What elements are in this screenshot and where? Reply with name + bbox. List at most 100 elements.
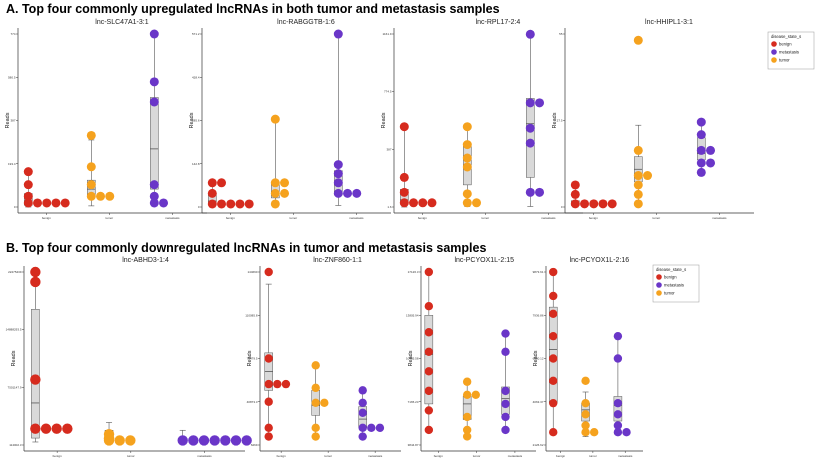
panel-5-dot-benign	[30, 266, 41, 278]
panel-7-dot-tumor	[462, 432, 472, 441]
panel-2-y-tick-label: 571.2	[192, 32, 200, 36]
panel-2-dot-benign	[207, 199, 217, 209]
panel-3-x-tick-label: tumor	[482, 216, 490, 220]
panel-1-dot-metastasis	[149, 191, 159, 201]
panel-3-dot-metastasis	[525, 138, 535, 148]
panel-3-dot-metastasis	[525, 123, 535, 133]
panel-2-dot-benign	[235, 199, 245, 209]
panel-4-dot-benign	[589, 199, 599, 209]
panel-7-dot-metastasis	[501, 347, 510, 356]
panel-7-dot-tumor	[462, 425, 472, 435]
panel-7-y-tick-label: 13805.94	[406, 313, 419, 317]
panel-3-y-tick-label: 387	[386, 147, 391, 151]
panel-6-title: lnc-ZNF860-1:1	[313, 257, 362, 264]
panel-5-dot-metastasis	[198, 435, 210, 446]
panel-6-dot-benign	[264, 397, 273, 406]
panel-6-y-tick-label: 144690	[247, 270, 257, 274]
panel-1-dot-benign	[33, 198, 43, 208]
panel-4-dot-tumor	[633, 171, 643, 181]
panel-6-dot-benign	[264, 379, 273, 389]
panel-3-dot-metastasis	[525, 29, 535, 39]
panel-3-dot-benign	[418, 198, 428, 208]
panel-3-dot-tumor	[462, 162, 472, 172]
panel-3-dot-tumor	[462, 153, 472, 163]
panel-4-dot-benign	[598, 199, 608, 209]
panel-3-dot-tumor	[472, 198, 482, 208]
panel-1-x-tick-label: metastasis	[165, 216, 180, 220]
panel-6-dot-benign	[264, 354, 273, 363]
panel-7-dot-tumor	[462, 377, 472, 386]
panel-2-dot-tumor	[270, 178, 280, 188]
panel-6-dot-tumor	[311, 361, 320, 370]
panel-2-dot-benign	[244, 199, 254, 209]
panel-1-dot-benign	[60, 198, 70, 208]
panel-6-y-tick-label: 110085.8	[245, 313, 258, 317]
panel-7-dot-benign	[424, 406, 434, 415]
panel-4-dot-metastasis	[696, 167, 706, 177]
panel-7-dot-metastasis	[501, 425, 510, 435]
panel-7-dot-tumor	[471, 390, 480, 399]
panel-6-dot-benign	[264, 423, 273, 433]
panel-7-title: lnc-PCYOX1L-2:15	[454, 257, 514, 264]
panel-5-dot-benign	[30, 276, 41, 288]
panel-7-dot-benign	[424, 425, 434, 435]
panel-8-dot-metastasis	[613, 354, 623, 363]
panel-1-title: lnc-SLC47A1-3:1	[95, 19, 148, 26]
panel-6-y-label: Reads	[247, 350, 253, 366]
panel-6-dot-metastasis	[358, 408, 367, 418]
panel-7-dot-benign	[424, 328, 434, 337]
panel-5-dot-metastasis	[241, 435, 252, 446]
panel-7-y-tick-label: 10485.58	[406, 357, 419, 361]
panel-3-dot-tumor	[462, 140, 472, 150]
panel-8-dot-tumor	[581, 410, 590, 419]
legend-b-swatch-metastasis	[656, 282, 662, 288]
panel-8-dot-metastasis	[613, 421, 623, 430]
panel-1-dot-metastasis	[149, 77, 159, 87]
panel-8-y-tick-label: 4063.37	[533, 400, 544, 404]
panel-8-dot-benign	[549, 291, 558, 301]
panel-4-x-tick-label: tumor	[653, 216, 661, 220]
panel-2-dot-metastasis	[333, 188, 343, 198]
panel-5-y-label: Reads	[11, 350, 17, 366]
panel-5-dot-benign	[30, 423, 41, 434]
panel-3-y-tick-label: 774.5	[384, 90, 392, 94]
panel-6-dot-benign	[264, 267, 273, 277]
panel-5-x-tick-label: benign	[53, 454, 62, 458]
panel-3-dot-metastasis	[525, 98, 535, 108]
panel-2-x-tick-label: tumor	[290, 216, 298, 220]
panel-1-dot-tumor	[86, 130, 96, 140]
panel-5-dot-tumor	[103, 435, 115, 446]
panel-6-dot-metastasis	[358, 398, 367, 408]
panel-2-dot-metastasis	[352, 188, 362, 198]
panel-8-x-tick-label: tumor	[589, 454, 597, 458]
panel-8-dot-benign	[549, 398, 558, 408]
panel-3-y-label: Reads	[381, 112, 387, 128]
panel-4-y-label: Reads	[552, 112, 558, 128]
panel-1-y-tick-label: 193.4	[8, 162, 16, 166]
panel-4-x-tick-label: benign	[589, 216, 598, 220]
panel-6-x-tick-label: metastasis	[368, 454, 383, 458]
panel-1-dot-benign	[23, 180, 33, 190]
panel-5-title: lnc-ABHD3-1:4	[122, 257, 169, 264]
panel-5-y-tick-label: 14888293.5	[6, 328, 22, 332]
panel-3-x-tick-label: metastasis	[541, 216, 556, 220]
panel-2-y-tick-label: 0	[198, 205, 200, 209]
panel-6-dot-metastasis	[358, 432, 367, 441]
panel-4-dot-benign	[570, 199, 580, 209]
panel-3-dot-benign	[399, 187, 409, 197]
panel-6-dot-tumor	[311, 423, 320, 433]
panel-8-dot-tumor	[581, 398, 590, 408]
panel-1-dot-metastasis	[149, 198, 159, 208]
panel-1-y-tick-label: 580.5	[8, 75, 16, 79]
panel-7-y-tick-label: 3844.87	[408, 443, 419, 447]
panel-7-dot-benign	[424, 347, 434, 356]
legend-b-swatch-benign	[656, 274, 662, 280]
panel-6-dot-benign	[264, 432, 273, 441]
panel-2-x-tick-label: metastasis	[349, 216, 364, 220]
panel-3-dot-benign	[399, 122, 409, 132]
legend-a-label-tumor: tumor	[779, 58, 790, 63]
panel-8-dot-metastasis	[613, 427, 623, 437]
panel-5-dot-benign	[30, 374, 41, 385]
panel-8-dot-metastasis	[613, 398, 623, 408]
